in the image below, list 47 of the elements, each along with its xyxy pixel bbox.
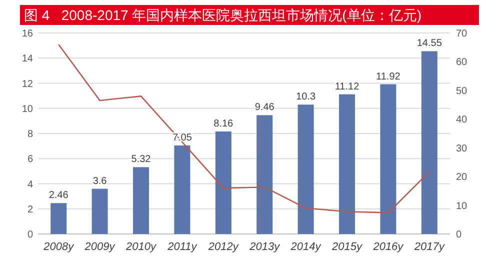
x-tick-label: 2010y	[125, 241, 158, 253]
y2-tick-label: 70	[456, 28, 468, 40]
x-tick-label: 2015y	[331, 241, 364, 253]
y2-tick-label: 0	[456, 230, 462, 240]
y2-tick-label: 60	[456, 57, 468, 68]
y-tick-label: 4	[27, 179, 34, 190]
x-tick-label: 2009y	[84, 241, 116, 253]
y-tick-label: 8	[27, 129, 34, 140]
data-label: 5.32	[131, 154, 152, 166]
y-tick-label: 2	[27, 204, 34, 216]
x-tick-label: 2014y	[290, 241, 322, 253]
bar	[339, 94, 355, 234]
y2-tick-label: 10	[456, 200, 468, 212]
x-tick-label: 2012y	[207, 241, 240, 253]
bar	[50, 203, 67, 234]
data-label: 3.6	[92, 176, 108, 187]
bar	[421, 51, 438, 234]
chart-title: 图 4 2008-2017 年国内样本医院奥拉西坦市场情况(单位：亿元)	[24, 7, 422, 23]
data-label: 11.92	[376, 71, 401, 82]
y-tick-label: 16	[22, 28, 34, 40]
x-tick-label: 2008y	[42, 241, 76, 253]
y2-tick-label: 30	[456, 143, 468, 154]
x-tick-label: 2013y	[248, 241, 282, 253]
data-label: 10.3	[296, 92, 316, 103]
bar	[215, 131, 232, 234]
data-label: 8.16	[214, 118, 234, 130]
y2-tick-label: 40	[456, 114, 468, 126]
y-tick-label: 14	[22, 54, 34, 65]
bar	[133, 167, 149, 234]
y-tick-label: 6	[27, 154, 34, 166]
x-tick-label: 2011y	[166, 241, 198, 253]
y-tick-label: 12	[22, 78, 34, 90]
y2-tick-label: 50	[456, 86, 468, 97]
bar	[174, 145, 190, 234]
bar	[380, 84, 396, 234]
data-label: 2.46	[48, 190, 69, 202]
bar	[92, 188, 108, 234]
bar	[298, 104, 314, 234]
data-label: 9.46	[254, 102, 275, 114]
x-tick-label: 2017y	[413, 241, 446, 253]
bar	[256, 115, 273, 234]
data-label: 11.12	[334, 81, 360, 92]
data-label: 14.55	[416, 38, 442, 50]
y-tick-label: 0	[27, 230, 34, 240]
x-tick-label: 2016y	[372, 241, 405, 253]
y2-tick-label: 20	[456, 172, 468, 184]
y-tick-label: 10	[22, 104, 34, 115]
